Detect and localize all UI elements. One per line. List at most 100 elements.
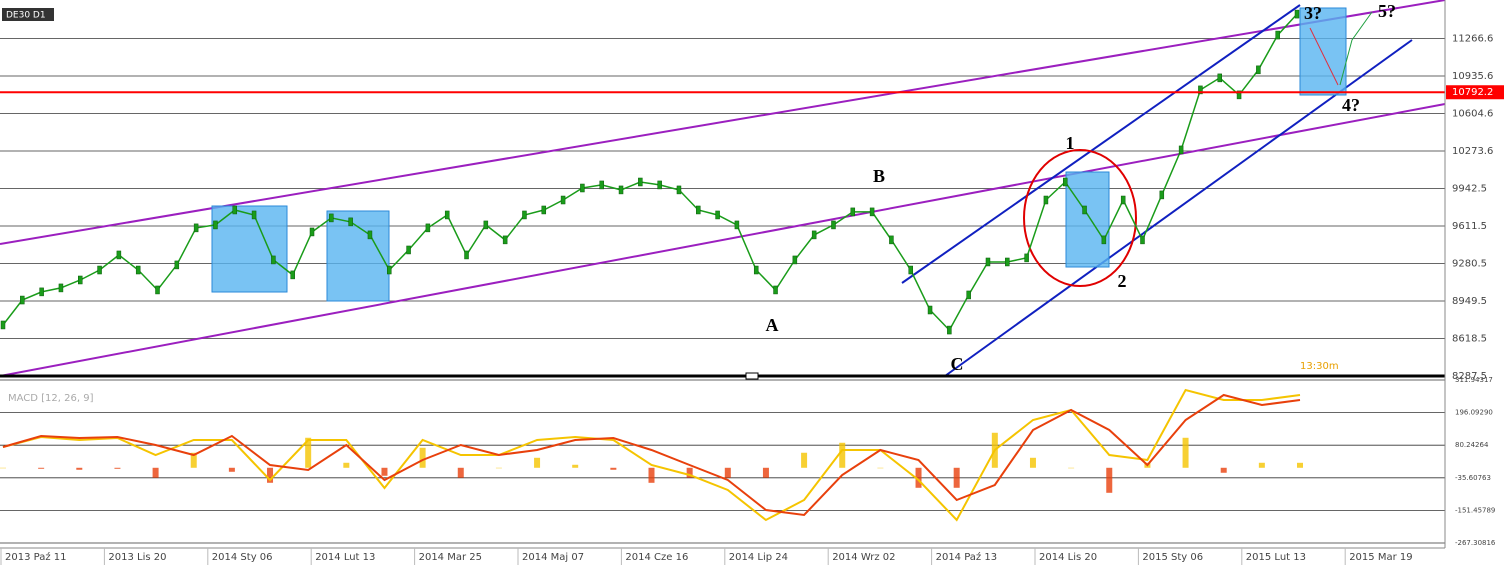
- arrow: [1339, 11, 1373, 86]
- y-tick-label: -35.60763: [1455, 474, 1491, 482]
- price-candle: [1294, 9, 1300, 19]
- ellipse: [1023, 149, 1137, 287]
- price-candle: [599, 180, 604, 190]
- price-candle: [464, 250, 469, 260]
- price-candle: [1062, 177, 1068, 187]
- price-candle: [522, 210, 527, 220]
- wave-label: 3?: [1304, 3, 1322, 23]
- wave-label: 4?: [1342, 95, 1360, 115]
- price-candle: [850, 207, 856, 217]
- price-candle: [541, 205, 547, 215]
- instrument: DE30 D1: [6, 11, 46, 21]
- price-candle: [406, 245, 411, 255]
- price-candle: [985, 257, 991, 267]
- price-candle: [1159, 190, 1165, 200]
- histogram-bar: [1182, 437, 1189, 468]
- y-tick-label: 10273.6: [1452, 146, 1493, 157]
- histogram-bar: [1068, 467, 1075, 469]
- y-tick-label: 9280.5: [1452, 259, 1487, 270]
- x-tick-label: 2015 Mar 19: [1349, 552, 1412, 563]
- price-candle: [483, 220, 489, 230]
- y-tick-label: 10604.6: [1452, 108, 1493, 119]
- price-candle: [193, 223, 199, 233]
- histogram-bar: [305, 437, 312, 468]
- price-candle: [966, 290, 971, 300]
- x-tick-label: 2014 Wrz 02: [832, 552, 895, 563]
- price-candle: [773, 285, 778, 295]
- box: [211, 205, 288, 293]
- price-candle: [1236, 90, 1242, 100]
- price-candle: [1256, 65, 1261, 75]
- histogram-bar: [915, 467, 922, 488]
- histogram-bar: [228, 467, 235, 472]
- price-candle: [947, 325, 952, 335]
- price-candle: [1120, 195, 1126, 205]
- x-tick-label: 2014 Lip 24: [729, 552, 788, 563]
- box: [326, 210, 390, 302]
- price-candle: [58, 283, 64, 293]
- price-candle: [715, 210, 720, 220]
- price-candle: [811, 230, 817, 240]
- histogram-bar: [1297, 462, 1303, 468]
- x-tick-label: 2015 Lut 13: [1246, 552, 1306, 563]
- price-candle: [927, 305, 933, 315]
- price-candle: [580, 183, 585, 193]
- price-candle: [1140, 235, 1145, 245]
- y-tick-label: 8949.5: [1452, 296, 1487, 307]
- price-candle: [638, 177, 643, 187]
- price-candle: [387, 265, 392, 275]
- instrument-bg: [2, 8, 54, 21]
- histogram-bar: [724, 467, 731, 478]
- histogram-bar: [610, 467, 617, 470]
- histogram-bar: [457, 467, 464, 478]
- price-candle: [348, 217, 353, 227]
- price-candle: [251, 210, 257, 220]
- plot: [0, 9, 1445, 522]
- x-tick-label: 2014 Mar 25: [419, 552, 482, 563]
- price-candle: [869, 207, 875, 217]
- price-candle: [290, 270, 295, 280]
- macd-line: [2, 388, 1301, 522]
- wave-label: C: [951, 354, 964, 374]
- x-tick-label: 2014 Maj 07: [522, 552, 584, 563]
- x-tick-label: 2014 Lis 20: [1039, 552, 1097, 563]
- histogram-bar: [190, 452, 197, 468]
- price-candle: [753, 265, 759, 275]
- y-tick-label: 9611.5: [1452, 221, 1487, 232]
- indicator-label: MACD [12, 26, 9]: [8, 393, 94, 404]
- histogram-bar: [1220, 467, 1227, 473]
- price-candle: [1101, 235, 1107, 245]
- x-tick-label: 2014 Cze 16: [625, 552, 688, 563]
- price-candle: [792, 255, 798, 265]
- clock: 13:30m: [1300, 361, 1339, 372]
- price-candle: [1217, 73, 1222, 83]
- price-candle: [271, 255, 276, 265]
- price-candle: [367, 230, 373, 240]
- histogram-bar: [1106, 467, 1113, 493]
- channel-line: [944, 39, 1413, 377]
- price-candle: [831, 220, 836, 230]
- level-label-bg: [1446, 85, 1504, 100]
- histogram-bar: [686, 467, 693, 478]
- x-tick-label: 2013 Paź 11: [5, 551, 67, 563]
- price-candle: [135, 265, 141, 275]
- wave-label: B: [873, 166, 885, 186]
- price-line: [2, 13, 1298, 332]
- histogram-bar: [0, 467, 6, 469]
- histogram-bar: [801, 452, 808, 468]
- price-candle: [1275, 30, 1280, 40]
- price-candle: [1043, 195, 1049, 205]
- price-candle: [329, 213, 334, 223]
- price-candle: [734, 220, 740, 230]
- histogram-bar: [495, 467, 502, 469]
- drawings: [0, 0, 1446, 377]
- y-tick-label: -151.45789: [1455, 506, 1495, 514]
- price-candle: [618, 185, 624, 195]
- wave-label: 5?: [1378, 1, 1396, 21]
- price-candle: [213, 220, 218, 230]
- y-tick-label: 311.94317: [1455, 376, 1493, 384]
- histogram-bar: [152, 467, 159, 478]
- x-tick-label: 2013 Lis 20: [108, 552, 166, 563]
- channel-line: [901, 4, 1301, 284]
